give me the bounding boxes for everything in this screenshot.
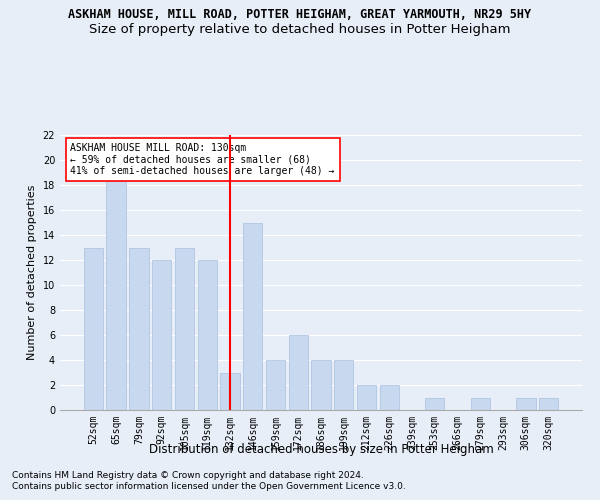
Bar xyxy=(266,360,285,410)
Text: ASKHAM HOUSE, MILL ROAD, POTTER HEIGHAM, GREAT YARMOUTH, NR29 5HY: ASKHAM HOUSE, MILL ROAD, POTTER HEIGHAM,… xyxy=(68,8,532,20)
Bar xyxy=(106,172,126,410)
Bar xyxy=(516,398,536,410)
Bar xyxy=(175,248,194,410)
Text: Contains HM Land Registry data © Crown copyright and database right 2024.: Contains HM Land Registry data © Crown c… xyxy=(12,470,364,480)
Bar xyxy=(470,398,490,410)
Text: Distribution of detached houses by size in Potter Heigham: Distribution of detached houses by size … xyxy=(149,442,493,456)
Bar xyxy=(425,398,445,410)
Bar xyxy=(357,385,376,410)
Bar xyxy=(84,248,103,410)
Text: Size of property relative to detached houses in Potter Heigham: Size of property relative to detached ho… xyxy=(89,22,511,36)
Bar xyxy=(129,248,149,410)
Bar xyxy=(380,385,399,410)
Bar xyxy=(243,222,262,410)
Bar xyxy=(539,398,558,410)
Text: ASKHAM HOUSE MILL ROAD: 130sqm
← 59% of detached houses are smaller (68)
41% of : ASKHAM HOUSE MILL ROAD: 130sqm ← 59% of … xyxy=(70,143,335,176)
Bar xyxy=(289,335,308,410)
Text: Contains public sector information licensed under the Open Government Licence v3: Contains public sector information licen… xyxy=(12,482,406,491)
Bar xyxy=(334,360,353,410)
Bar xyxy=(152,260,172,410)
Y-axis label: Number of detached properties: Number of detached properties xyxy=(27,185,37,360)
Bar xyxy=(220,372,239,410)
Bar xyxy=(311,360,331,410)
Bar xyxy=(197,260,217,410)
